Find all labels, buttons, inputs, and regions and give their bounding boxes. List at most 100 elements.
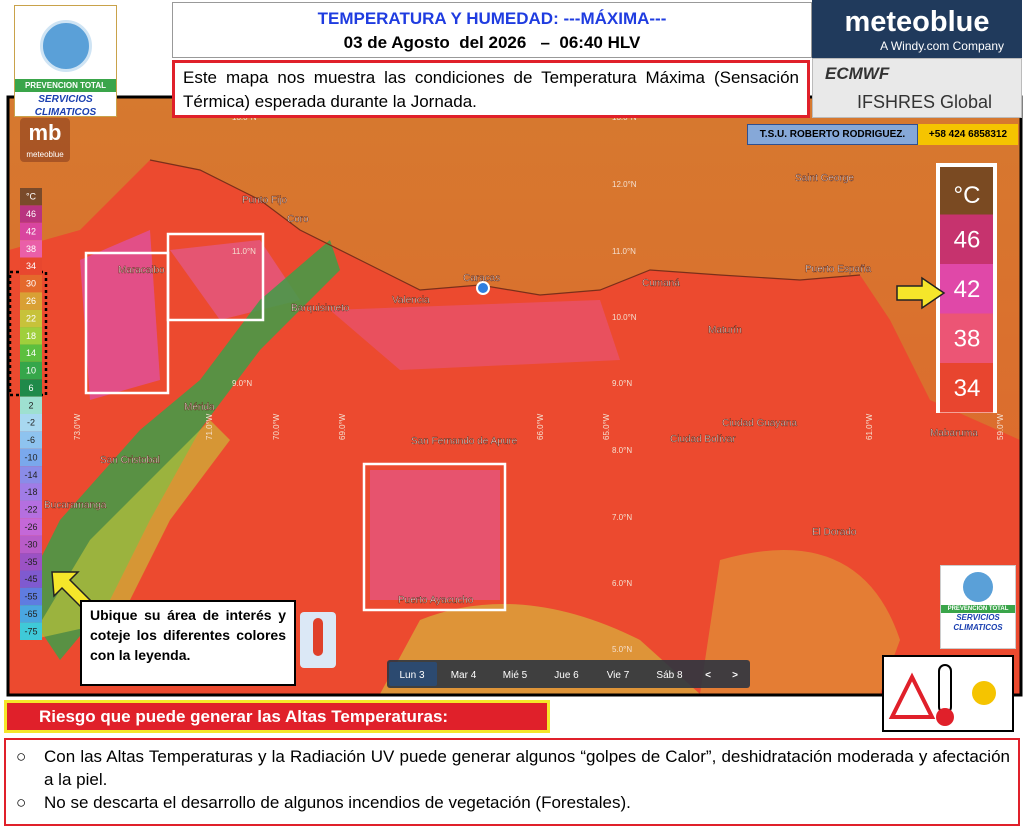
- logo-subtitle: SERVICIOS CLIMATICOS: [953, 613, 1003, 632]
- city: El Dorado: [812, 527, 857, 538]
- brand-tagline: A Windy.com Company: [880, 39, 1004, 53]
- legend-label: -14: [24, 470, 37, 480]
- legend-cell: [20, 431, 42, 449]
- legend-cell: [20, 605, 42, 623]
- legend-cell: [20, 222, 42, 241]
- legend-cell: [20, 587, 42, 606]
- highland: [30, 420, 230, 640]
- logo-globe: [39, 20, 92, 72]
- day-bar: [387, 660, 750, 688]
- legend-highlight: °C 46 42 38 34: [936, 163, 997, 413]
- author: T.S.U. ROBERTO RODRIGUEZ.: [747, 124, 918, 145]
- city: Punto Fijo: [242, 195, 287, 206]
- day-tab[interactable]: Vie 7: [607, 670, 630, 681]
- longitude-label: 73.0°W: [73, 413, 82, 440]
- longitude-label: 66.0°W: [536, 413, 545, 440]
- day-tab[interactable]: Lun 3: [399, 670, 424, 681]
- longitude-label: 59.0°W: [996, 413, 1005, 440]
- day-tab[interactable]: Mié 5: [503, 670, 528, 681]
- location-dot: [476, 281, 490, 295]
- legend-label: -55: [24, 592, 37, 602]
- day-tab[interactable]: Jue 6: [554, 670, 579, 681]
- legend-label: -10: [24, 452, 37, 462]
- day-tab[interactable]: Mar 4: [451, 670, 477, 681]
- legend-label: 34: [26, 261, 36, 271]
- latitude-label: 6.0°N: [612, 579, 632, 588]
- logo-box: PREVENCION TOTAL SERVICIOS CLIMATICOS: [940, 565, 1016, 649]
- legend-unit: °C: [26, 192, 37, 202]
- city: San Fernando de Apure: [411, 436, 518, 447]
- longitude-label: 69.0°W: [338, 413, 347, 440]
- nav-button[interactable]: <: [705, 670, 711, 681]
- city: Maracaibo: [118, 265, 165, 276]
- model-box: ECMWF IFSHRES Global: [812, 58, 1022, 118]
- legend-cell: [20, 553, 42, 571]
- city: Mérida: [184, 402, 215, 413]
- city: Valencia: [392, 295, 430, 306]
- risk-item: ○ No se descarta el desarrollo de algunos…: [16, 793, 631, 812]
- city-labels: Punto Fijo Coro Maracaibo Barquisimeto V…: [44, 173, 979, 606]
- risk-list: ○ Con las Altas Temperaturas y la Radiaci…: [4, 738, 1020, 826]
- risk-text: No se descarta el desarrollo de algunos …: [44, 793, 631, 812]
- legend-cell: [20, 570, 42, 588]
- mb-logo: [20, 118, 70, 162]
- city: Cumaná: [642, 278, 680, 289]
- legend-cell: [20, 274, 42, 293]
- risk-item: ○ Con las Altas Temperaturas y la Radiaci…: [16, 747, 1010, 789]
- longitude-label: 70.0°W: [272, 413, 281, 440]
- legend-label: 26: [26, 296, 36, 306]
- thermometer-icon: [300, 612, 336, 668]
- legend-scale: °C 46 42 38 34 30 26 22 18 14 10 6 2 -2 -6 -10 -14 -18 -22…: [20, 188, 42, 640]
- legend-label: -45: [24, 574, 37, 584]
- risk-text: Con las Altas Temperaturas y la Radiació…: [44, 747, 1010, 789]
- legend-cell: [20, 205, 42, 223]
- legend-unit: °C: [954, 182, 981, 209]
- latitude-label: 5.0°N: [612, 645, 632, 654]
- legend-label: -65: [24, 609, 37, 619]
- legend-cell: [20, 344, 42, 362]
- legend-label: -30: [24, 539, 37, 549]
- longitude-label: 65.0°W: [602, 413, 611, 440]
- active-day: [389, 662, 437, 686]
- legend-label: 38: [26, 244, 36, 254]
- highland: [700, 550, 900, 694]
- nav-button[interactable]: >: [732, 670, 738, 681]
- legend-cell: [940, 214, 993, 264]
- legend-cell: [20, 361, 42, 380]
- day-tab[interactable]: Sáb 8: [656, 670, 683, 681]
- legend-cell: [940, 313, 993, 363]
- legend-cell: [20, 292, 42, 310]
- legend-label: 6: [28, 383, 33, 393]
- legend-cell: [940, 264, 993, 314]
- legend-cell: [20, 483, 42, 501]
- legend-label: -18: [24, 487, 37, 497]
- date: 03 de Agosto del 2026 – 06:40 HLV: [343, 33, 641, 52]
- logo-box: PREVENCION TOTAL SERVICIOS CLIMATICOS: [14, 5, 117, 118]
- note: Ubique su área de interés y coteje los d…: [80, 600, 296, 686]
- legend-label: -2: [27, 418, 35, 428]
- city: Mabaruma: [930, 428, 978, 439]
- city: Bucaramanga: [44, 500, 107, 511]
- legend-cell: [20, 257, 42, 275]
- logo-globe: [963, 572, 993, 602]
- pointer-arrow: [896, 276, 946, 310]
- longitude-label: 61.0°W: [865, 413, 874, 440]
- legend-label: 42: [26, 226, 36, 236]
- legend-label: 46: [26, 209, 36, 219]
- latitude-label: 9.0°N: [232, 379, 252, 388]
- legend-label: 14: [26, 348, 36, 358]
- city: Ciudad Guayana: [722, 418, 797, 429]
- legend-label: 30: [26, 279, 36, 289]
- legend-cell: [20, 240, 42, 258]
- legend-cell: [20, 414, 42, 432]
- city: Maturín: [708, 325, 742, 336]
- legend-cell: [940, 363, 993, 413]
- legend-label: 38: [954, 325, 981, 352]
- heat-blob: [370, 470, 500, 600]
- legend-cell: [20, 622, 42, 640]
- logo-name: PREVENCION TOTAL: [941, 605, 1015, 613]
- model: ECMWF: [825, 64, 890, 83]
- latitude-label: 12.0°N: [612, 180, 637, 189]
- latitude-label: 8.0°N: [612, 446, 632, 455]
